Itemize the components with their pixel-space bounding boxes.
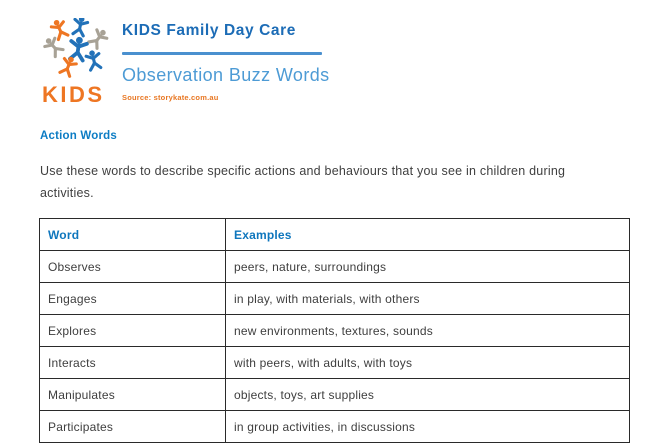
examples-cell: with peers, with adults, with toys: [225, 346, 630, 379]
examples-cell: objects, toys, art supplies: [225, 378, 630, 411]
column-header-word: Word: [39, 218, 226, 251]
table-row: Interacts with peers, with adults, with …: [39, 346, 630, 379]
logo-text: KIDS: [42, 82, 105, 107]
document-subtitle: Observation Buzz Words: [122, 65, 330, 85]
table-header-row: Word Examples: [39, 218, 630, 251]
section-description: Use these words to describe specific act…: [40, 160, 565, 204]
masthead: KIDS Family Day Care Observation Buzz Wo…: [122, 22, 330, 102]
kids-people-icon: KIDS: [42, 18, 112, 107]
description-line-2: activities.: [40, 186, 94, 200]
title-divider: [122, 52, 322, 55]
table-row: Observes peers, nature, surroundings: [39, 250, 630, 283]
word-cell: Interacts: [39, 346, 226, 379]
examples-cell: in play, with materials, with others: [225, 282, 630, 315]
word-cell: Manipulates: [39, 378, 226, 411]
source-credit: Source: storykate.com.au: [122, 93, 219, 102]
examples-cell: in group activities, in discussions: [225, 410, 630, 443]
examples-cell: new environments, textures, sounds: [225, 314, 630, 347]
document-title: KIDS Family Day Care: [122, 22, 296, 39]
table-row: Participates in group activities, in dis…: [39, 410, 630, 443]
action-words-table: Word Examples Observes peers, nature, su…: [39, 218, 630, 443]
kids-logo: KIDS: [42, 18, 114, 108]
examples-cell: peers, nature, surroundings: [225, 250, 630, 283]
word-cell: Participates: [39, 410, 226, 443]
word-cell: Engages: [39, 282, 226, 315]
word-cell: Observes: [39, 250, 226, 283]
word-cell: Explores: [39, 314, 226, 347]
section-heading: Action Words: [40, 130, 117, 142]
table-row: Explores new environments, textures, sou…: [39, 314, 630, 347]
table-row: Manipulates objects, toys, art supplies: [39, 378, 630, 411]
description-line-1: Use these words to describe specific act…: [40, 164, 566, 178]
column-header-examples: Examples: [225, 218, 630, 251]
table-row: Engages in play, with materials, with ot…: [39, 282, 630, 315]
